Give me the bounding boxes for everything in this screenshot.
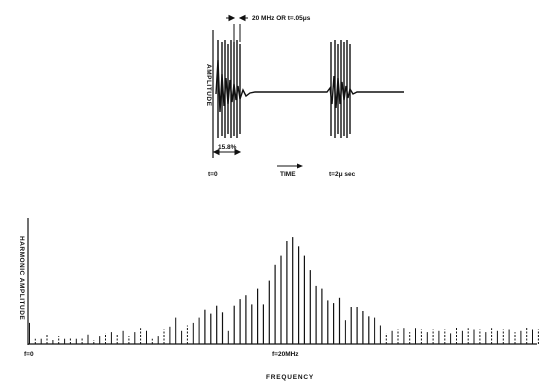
duty-dimension	[212, 148, 242, 156]
fc-label: f=20MHz	[272, 351, 299, 358]
pulse-burst-2	[320, 40, 404, 138]
time-arrow-head	[297, 163, 303, 169]
period-dimension	[226, 14, 248, 42]
t2-label: t=2μ sec	[329, 171, 356, 178]
spectrum-lines	[29, 237, 539, 344]
f0-label: f=0	[24, 351, 34, 358]
duty-label: 15.8%	[218, 144, 237, 151]
time-label: TIME	[280, 171, 296, 178]
spectrum-plot: HARMONIC AMPLITUDE f=0 f=20MHz FREQUENCY	[18, 218, 539, 381]
time-domain-plot: AMPLITUDE	[205, 14, 404, 178]
frequency-label: FREQUENCY	[266, 374, 314, 381]
time-plot-y-label: AMPLITUDE	[205, 64, 212, 107]
period-label: 20 MHz OR t=.05μs	[252, 15, 311, 22]
spectrum-y-label: HARMONIC AMPLITUDE	[18, 236, 25, 320]
pulse-burst-1	[215, 40, 320, 138]
t0-label: t=0	[208, 171, 218, 178]
